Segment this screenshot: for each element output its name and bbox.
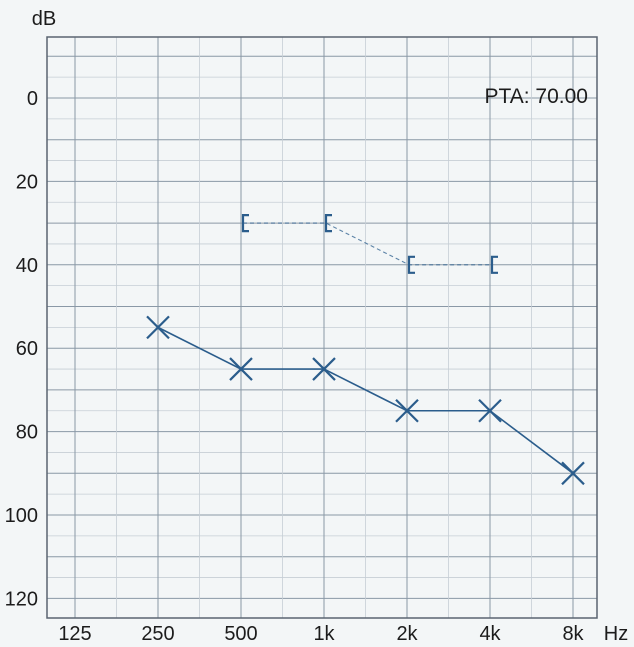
- y-tick-label: 0: [27, 88, 38, 110]
- x-marker: [146, 315, 170, 340]
- y-tick-label: 80: [16, 422, 38, 444]
- series-layer: [146, 214, 585, 486]
- y-tick-label: 60: [16, 338, 38, 360]
- x-tick-label: 125: [58, 623, 91, 645]
- grid: [47, 37, 597, 618]
- x-tick-label: 250: [141, 623, 174, 645]
- plot-border: [46, 36, 598, 619]
- x-tick-label: 8k: [562, 623, 584, 645]
- y-tick-label: 40: [16, 255, 38, 277]
- x-tick-label: 4k: [479, 623, 501, 645]
- y-tick-label: 20: [16, 171, 38, 193]
- pta-annotation: PTA: 70.00: [484, 85, 588, 108]
- bracket-marker: [407, 255, 415, 274]
- y-unit-label: dB: [32, 8, 56, 30]
- x-marker: [395, 398, 419, 423]
- bracket-marker: [490, 255, 498, 274]
- x-unit-label: Hz: [604, 623, 628, 645]
- bracket-marker: [324, 214, 332, 233]
- plot-frame: [46, 36, 598, 619]
- x-tick-label: 500: [224, 623, 257, 645]
- axis-labels: dB Hz PTA: 70.00 0 20 40 60 80 100 120 125 250 50…: [5, 8, 629, 645]
- x-tick-label: 1k: [313, 623, 335, 645]
- x-marker: [312, 357, 336, 381]
- x-marker: [478, 398, 502, 423]
- series-line: [243, 222, 492, 266]
- y-tick-label: 120: [5, 588, 38, 610]
- bracket-marker: [241, 214, 249, 233]
- x-marker: [561, 461, 585, 486]
- x-marker: [229, 357, 253, 381]
- y-tick-label: 100: [5, 505, 38, 527]
- x-tick-label: 2k: [396, 623, 418, 645]
- series-line: [157, 326, 574, 474]
